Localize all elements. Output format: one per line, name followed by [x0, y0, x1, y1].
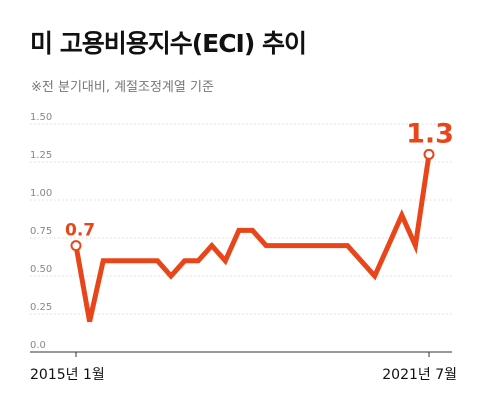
x-tick-label: 2015년 1월	[30, 367, 105, 383]
y-tick-label: 0.75	[30, 226, 52, 237]
y-tick-label: 0.0	[30, 340, 46, 351]
y-tick-label: 1.25	[30, 150, 52, 161]
data-label: 1.3	[406, 118, 454, 149]
y-tick-label: 1.50	[30, 112, 52, 123]
x-axis-ticks: 2015년 1월 2021년 7월	[30, 352, 457, 383]
point-markers	[70, 148, 435, 252]
y-tick-label: 1.00	[30, 188, 52, 199]
data-point-marker	[423, 148, 435, 160]
data-label: 0.7	[65, 221, 95, 241]
y-tick-label: 0.50	[30, 264, 52, 275]
data-labels: 0.7 1.3	[65, 118, 454, 240]
data-point-marker	[70, 240, 82, 252]
chart-title: 미 고용비용지수(ECI) 추이	[30, 29, 307, 58]
y-axis-ticks: 0.0 0.25 0.50 0.75 1.00 1.25 1.50	[30, 112, 52, 351]
chart-subtitle: ※전 분기대비, 계절조정계열 기준	[31, 80, 214, 95]
y-tick-label: 0.25	[30, 302, 52, 313]
grid-lines	[30, 123, 452, 315]
x-tick-label: 2021년 7월	[382, 367, 457, 383]
series-line	[73, 154, 432, 323]
